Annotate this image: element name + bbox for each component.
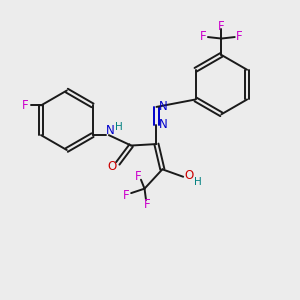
Text: N: N [159,100,167,113]
Text: F: F [21,99,28,112]
Text: F: F [218,20,225,33]
Text: O: O [107,160,116,173]
Text: F: F [123,189,129,202]
Text: N: N [106,124,115,137]
Text: O: O [184,169,193,182]
Text: F: F [135,170,142,183]
Text: H: H [116,122,123,132]
Text: F: F [200,30,207,43]
Text: N: N [159,118,167,131]
Text: F: F [236,30,242,43]
Text: H: H [194,177,201,187]
Text: F: F [144,199,151,212]
